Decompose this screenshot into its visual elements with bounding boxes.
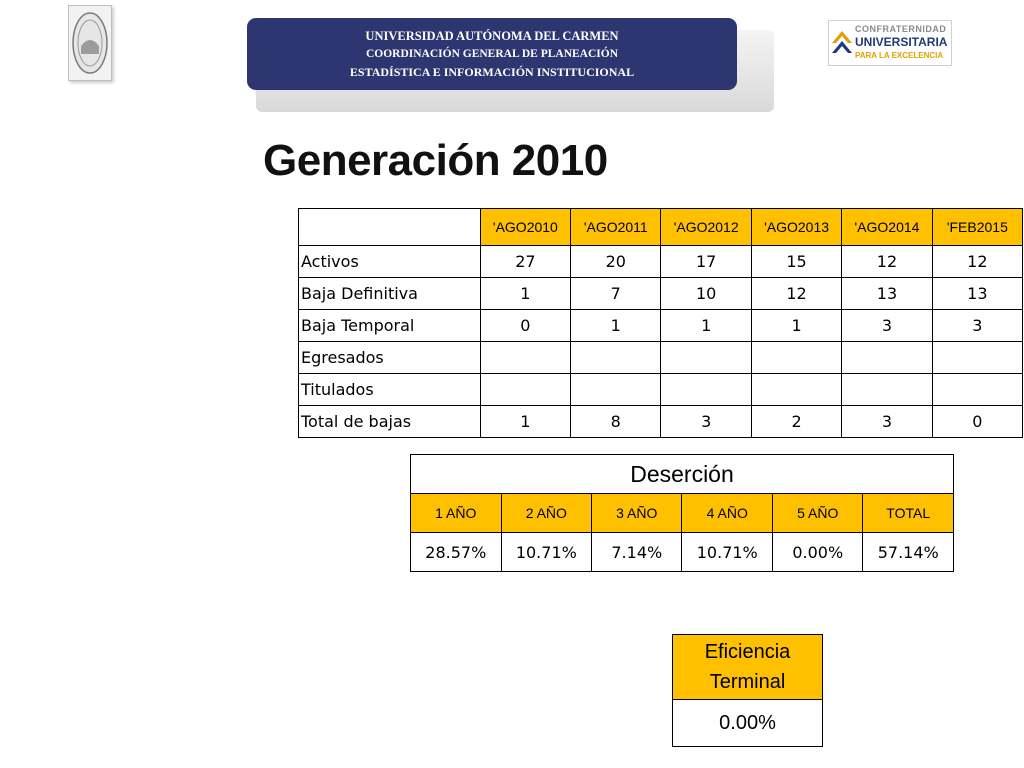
row-label: Egresados [298, 341, 481, 374]
table-cell: 3 [931, 309, 1024, 342]
desercion-table: Deserción 1 AÑO 2 AÑO 3 AÑO 4 AÑO 5 AÑO … [410, 454, 954, 572]
table-cell: 1 [479, 277, 572, 310]
logo-line-3: PARA LA EXCELENCIA [855, 51, 944, 60]
desercion-caption-row: Deserción [410, 454, 954, 494]
header-banner: UNIVERSIDAD AUTÓNOMA DEL CARMEN COORDINA… [247, 18, 737, 90]
table-cell: 3 [841, 309, 933, 342]
table-row: Baja Definitiva 1 7 10 12 13 13 [298, 277, 1024, 310]
table-cell: 3 [841, 405, 933, 438]
banner-line-2: COORDINACIÓN GENERAL DE PLANEACIÓN [365, 48, 619, 60]
header-corner-cell [298, 208, 481, 246]
table-cell [570, 341, 662, 374]
table-cell: 1 [750, 309, 843, 342]
row-label: Titulados [298, 373, 481, 406]
banner-line-1: UNIVERSIDAD AUTÓNOMA DEL CARMEN [365, 29, 619, 43]
table-cell: 13 [931, 277, 1024, 310]
desercion-header-row: 1 AÑO 2 AÑO 3 AÑO 4 AÑO 5 AÑO TOTAL [410, 493, 954, 533]
eficiencia-header-row: Eficiencia Terminal [672, 634, 823, 700]
table-cell: 3 [660, 405, 752, 438]
generation-table: 'AGO2010 'AGO2011 'AGO2012 'AGO2013 'AGO… [298, 208, 1024, 438]
column-header: 5 AÑO [772, 493, 864, 533]
column-header: 'AGO2010 [479, 208, 572, 246]
eficiencia-value: 0.00% [672, 699, 823, 747]
table-cell: 15 [750, 245, 843, 278]
eficiencia-label: Eficiencia Terminal [672, 634, 823, 700]
table-cell: 1 [479, 405, 572, 438]
table-cell [479, 373, 572, 406]
table-row: Baja Temporal 0 1 1 1 3 3 [298, 309, 1024, 342]
eficiencia-value-row: 0.00% [672, 699, 823, 747]
page-title: Generación 2010 [263, 136, 608, 185]
table-cell [660, 373, 752, 406]
column-header: 1 AÑO [410, 493, 502, 533]
table-cell [750, 341, 843, 374]
table-cell: 17 [660, 245, 752, 278]
table-row: Activos 27 20 17 15 12 12 [298, 245, 1024, 278]
table-cell: 57.14% [862, 532, 954, 572]
column-header: 'AGO2012 [660, 208, 752, 246]
logo-line-1: CONFRATERNIDAD [855, 24, 947, 34]
table-row: Titulados [298, 373, 1024, 406]
table-cell [750, 373, 843, 406]
table-row: Egresados [298, 341, 1024, 374]
table-cell: 0.00% [772, 532, 864, 572]
logo-line-2: UNIVERSITARIA [855, 35, 948, 49]
column-header: TOTAL [862, 493, 954, 533]
university-seal-logo [68, 5, 112, 81]
eficiencia-label-line-1: Eficiencia [704, 641, 791, 663]
table-cell: 0 [479, 309, 572, 342]
table-cell: 12 [841, 245, 933, 278]
row-label: Total de bajas [298, 405, 481, 438]
column-header: 'AGO2011 [570, 208, 662, 246]
eficiencia-terminal-table: Eficiencia Terminal 0.00% [672, 634, 823, 747]
seal-icon [72, 12, 108, 74]
table-cell [841, 341, 933, 374]
table-cell: 13 [841, 277, 933, 310]
row-label: Activos [298, 245, 481, 278]
desercion-values-row: 28.57% 10.71% 7.14% 10.71% 0.00% 57.14% [410, 532, 954, 572]
banner-line-3: ESTADÍSTICA E INFORMACIÓN INSTITUCIONAL [349, 65, 635, 79]
table-cell: 20 [570, 245, 662, 278]
table-cell: 1 [660, 309, 752, 342]
table-cell: 12 [931, 245, 1024, 278]
table-cell: 2 [750, 405, 843, 438]
column-header: 4 AÑO [681, 493, 774, 533]
eficiencia-label-line-2: Terminal [709, 671, 786, 693]
table-cell [570, 373, 662, 406]
table-cell: 8 [570, 405, 662, 438]
column-header: 'AGO2014 [841, 208, 933, 246]
table-cell: 10 [660, 277, 752, 310]
column-header: 'AGO2013 [750, 208, 843, 246]
table-row: Total de bajas 1 8 3 2 3 0 [298, 405, 1024, 438]
desercion-caption: Deserción [410, 454, 954, 494]
column-header: 2 AÑO [500, 493, 593, 533]
chevron-emblem-icon [832, 31, 852, 53]
table-cell: 1 [570, 309, 662, 342]
row-label: Baja Definitiva [298, 277, 481, 310]
table-cell [841, 373, 933, 406]
table-cell [931, 341, 1024, 374]
row-label: Baja Temporal [298, 309, 481, 342]
table-cell [931, 373, 1024, 406]
confraternidad-logo: CONFRATERNIDAD UNIVERSITARIA PARA LA EXC… [828, 20, 952, 66]
column-header: 'FEB2015 [931, 208, 1024, 246]
table-cell [660, 341, 752, 374]
table-cell [479, 341, 572, 374]
column-header: 3 AÑO [591, 493, 683, 533]
table-cell: 12 [750, 277, 843, 310]
table-cell: 10.71% [681, 532, 774, 572]
table-cell: 7.14% [591, 532, 683, 572]
table-cell: 28.57% [410, 532, 502, 572]
table-cell: 10.71% [500, 532, 593, 572]
table-cell: 27 [479, 245, 572, 278]
table-cell: 7 [570, 277, 662, 310]
table-header-row: 'AGO2010 'AGO2011 'AGO2012 'AGO2013 'AGO… [298, 208, 1024, 246]
table-cell: 0 [931, 405, 1024, 438]
